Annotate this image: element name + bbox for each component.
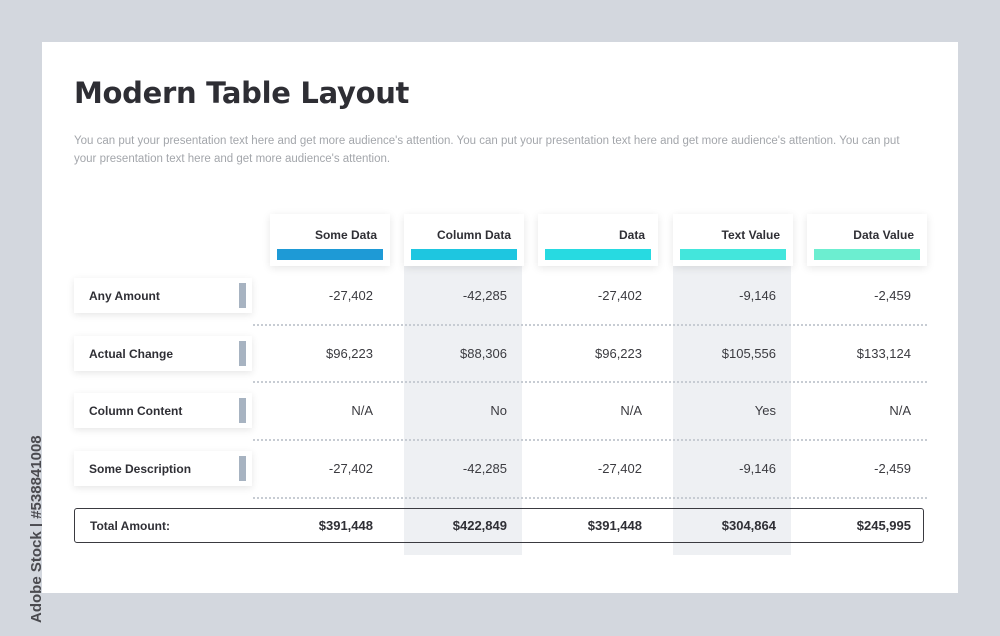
column-header-some-data[interactable]: Some Data xyxy=(270,214,390,266)
row-marker xyxy=(239,456,246,481)
slide-card: Modern Table Layout You can put your pre… xyxy=(42,42,958,593)
row-divider xyxy=(253,439,927,441)
column-header-column-data[interactable]: Column Data xyxy=(404,214,524,266)
page-title: Modern Table Layout xyxy=(74,76,410,110)
row-marker xyxy=(239,341,246,366)
column-header-label: Some Data xyxy=(314,228,377,242)
row-label: Column Content xyxy=(89,404,183,418)
row-label: Any Amount xyxy=(89,289,160,303)
table-cell: No xyxy=(490,403,507,418)
table-cell: -2,459 xyxy=(874,461,911,476)
table-cell: -27,402 xyxy=(328,288,373,303)
column-color-bar xyxy=(545,249,651,260)
row-divider xyxy=(253,497,927,499)
column-color-bar xyxy=(411,249,517,260)
table-cell: $105,556 xyxy=(721,346,776,361)
column-color-bar xyxy=(277,249,383,260)
total-label: Total Amount: xyxy=(90,519,170,533)
watermark-text: Adobe Stock | #538841008 xyxy=(28,435,45,623)
table-cell: $133,124 xyxy=(856,346,911,361)
column-header-data[interactable]: Data xyxy=(538,214,658,266)
row-label-some-description[interactable]: Some Description xyxy=(74,451,252,486)
row-divider xyxy=(253,324,927,326)
table-cell: $88,306 xyxy=(460,346,507,361)
table-cell: N/A xyxy=(351,403,373,418)
total-cell: $422,849 xyxy=(452,518,507,533)
table-cell: N/A xyxy=(889,403,911,418)
table-cell: $96,223 xyxy=(595,346,642,361)
row-label-any-amount[interactable]: Any Amount xyxy=(74,278,252,313)
page-subtitle: You can put your presentation text here … xyxy=(74,135,900,165)
table-cell: -9,146 xyxy=(739,288,776,303)
column-header-data-value[interactable]: Data Value xyxy=(807,214,927,266)
column-color-bar xyxy=(680,249,786,260)
column-color-bar xyxy=(814,249,920,260)
row-divider xyxy=(253,381,927,383)
column-header-label: Text Value xyxy=(721,228,780,242)
total-cell: $304,864 xyxy=(721,518,776,533)
row-label: Actual Change xyxy=(89,347,174,361)
table-cell: -27,402 xyxy=(328,461,373,476)
total-cell: $245,995 xyxy=(856,518,911,533)
column-header-label: Column Data xyxy=(436,228,511,242)
total-cell: $391,448 xyxy=(587,518,642,533)
table-cell: -27,402 xyxy=(597,461,642,476)
row-label-column-content[interactable]: Column Content xyxy=(74,393,252,428)
table-cell: -2,459 xyxy=(874,288,911,303)
table-cell: N/A xyxy=(620,403,642,418)
table-cell: $96,223 xyxy=(326,346,373,361)
table-cell: -9,146 xyxy=(739,461,776,476)
row-marker xyxy=(239,283,246,308)
table-cell: -27,402 xyxy=(597,288,642,303)
total-row[interactable]: Total Amount: xyxy=(74,508,924,543)
table-cell: Yes xyxy=(754,403,776,418)
table-cell: -42,285 xyxy=(462,461,507,476)
column-header-label: Data xyxy=(618,228,645,242)
column-header-text-value[interactable]: Text Value xyxy=(673,214,793,266)
table-cell: -42,285 xyxy=(462,288,507,303)
row-label-actual-change[interactable]: Actual Change xyxy=(74,336,252,371)
row-marker xyxy=(239,398,246,423)
row-label: Some Description xyxy=(89,462,192,476)
total-cell: $391,448 xyxy=(318,518,373,533)
column-shade xyxy=(404,237,522,555)
column-shade xyxy=(673,237,791,555)
column-header-label: Data Value xyxy=(853,228,914,242)
